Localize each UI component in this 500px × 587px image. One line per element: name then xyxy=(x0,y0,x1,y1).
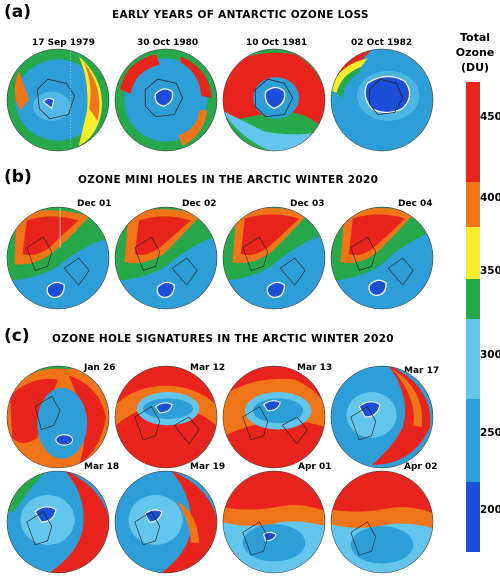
date-label-b2: Dec 02 xyxy=(182,199,217,209)
colorbar-band-2 xyxy=(466,182,480,227)
colorbar-band-1 xyxy=(466,82,480,182)
date-label-a2: 30 Oct 1980 xyxy=(137,38,199,48)
colorbar-tick-300: 300 xyxy=(480,349,500,361)
colorbar-title-line-1: Total xyxy=(459,31,491,44)
panel-a-letter: (a) xyxy=(4,2,32,22)
colorbar-band-6 xyxy=(466,399,480,482)
colorbar-tick-200: 200 xyxy=(480,504,500,516)
panel-a-title: EARLY YEARS OF ANTARCTIC OZONE LOSS xyxy=(112,9,369,21)
panel-b-letter: (b) xyxy=(4,167,32,187)
colorbar-tick-400: 400 xyxy=(480,192,500,204)
panel-b-title: OZONE MINI HOLES IN THE ARCTIC WINTER 20… xyxy=(78,174,379,186)
date-label-c6: Mar 19 xyxy=(190,462,226,472)
colorbar xyxy=(466,82,480,552)
ozone-map-c4 xyxy=(330,365,434,469)
colorbar-band-7 xyxy=(466,482,480,552)
ozone-map-c3 xyxy=(222,365,326,469)
ozone-map-c5 xyxy=(6,470,110,574)
date-label-c5: Mar 18 xyxy=(84,462,120,472)
colorbar-band-3 xyxy=(466,227,480,279)
ozone-map-c2 xyxy=(114,365,218,469)
date-label-a1: 17 Sep 1979 xyxy=(32,38,95,48)
date-label-c3: Mar 13 xyxy=(297,363,333,373)
colorbar-title-line-3: (DU) xyxy=(460,61,490,74)
ozone-map-b1 xyxy=(6,206,110,310)
panel-c-title: OZONE HOLE SIGNATURES IN THE ARCTIC WINT… xyxy=(52,333,394,345)
ozone-map-b3 xyxy=(222,206,326,310)
colorbar-title: Total Ozone (DU) xyxy=(450,30,500,75)
ozone-map-c6 xyxy=(114,470,218,574)
date-label-c4: Mar 17 xyxy=(404,366,440,376)
ozone-map-a4 xyxy=(330,48,434,152)
date-label-b1: Dec 01 xyxy=(77,199,112,209)
date-label-c7: Apr 01 xyxy=(298,462,332,472)
ozone-map-a3 xyxy=(222,48,326,152)
ozone-map-c7 xyxy=(222,470,326,574)
panel-c-letter: (c) xyxy=(4,326,30,346)
colorbar-tick-350: 350 xyxy=(480,265,500,277)
date-label-a3: 10 Oct 1981 xyxy=(246,38,308,48)
ozone-map-b4 xyxy=(330,206,434,310)
colorbar-tick-250: 250 xyxy=(480,427,500,439)
ozone-map-a1 xyxy=(6,48,110,152)
ozone-map-b2 xyxy=(114,206,218,310)
colorbar-band-4 xyxy=(466,279,480,319)
date-label-a4: 02 Oct 1982 xyxy=(351,38,413,48)
date-label-c8: Apr 02 xyxy=(404,462,438,472)
ozone-map-c1 xyxy=(6,365,110,469)
colorbar-band-5 xyxy=(466,319,480,399)
date-label-c1: Jan 26 xyxy=(84,363,116,373)
colorbar-tick-450: 450 xyxy=(480,111,500,123)
colorbar-title-line-2: Ozone xyxy=(455,46,495,59)
date-label-b4: Dec 04 xyxy=(398,199,433,209)
ozone-map-a2 xyxy=(114,48,218,152)
date-label-b3: Dec 03 xyxy=(290,199,325,209)
ozone-map-c8 xyxy=(330,470,434,574)
date-label-c2: Mar 12 xyxy=(190,363,226,373)
